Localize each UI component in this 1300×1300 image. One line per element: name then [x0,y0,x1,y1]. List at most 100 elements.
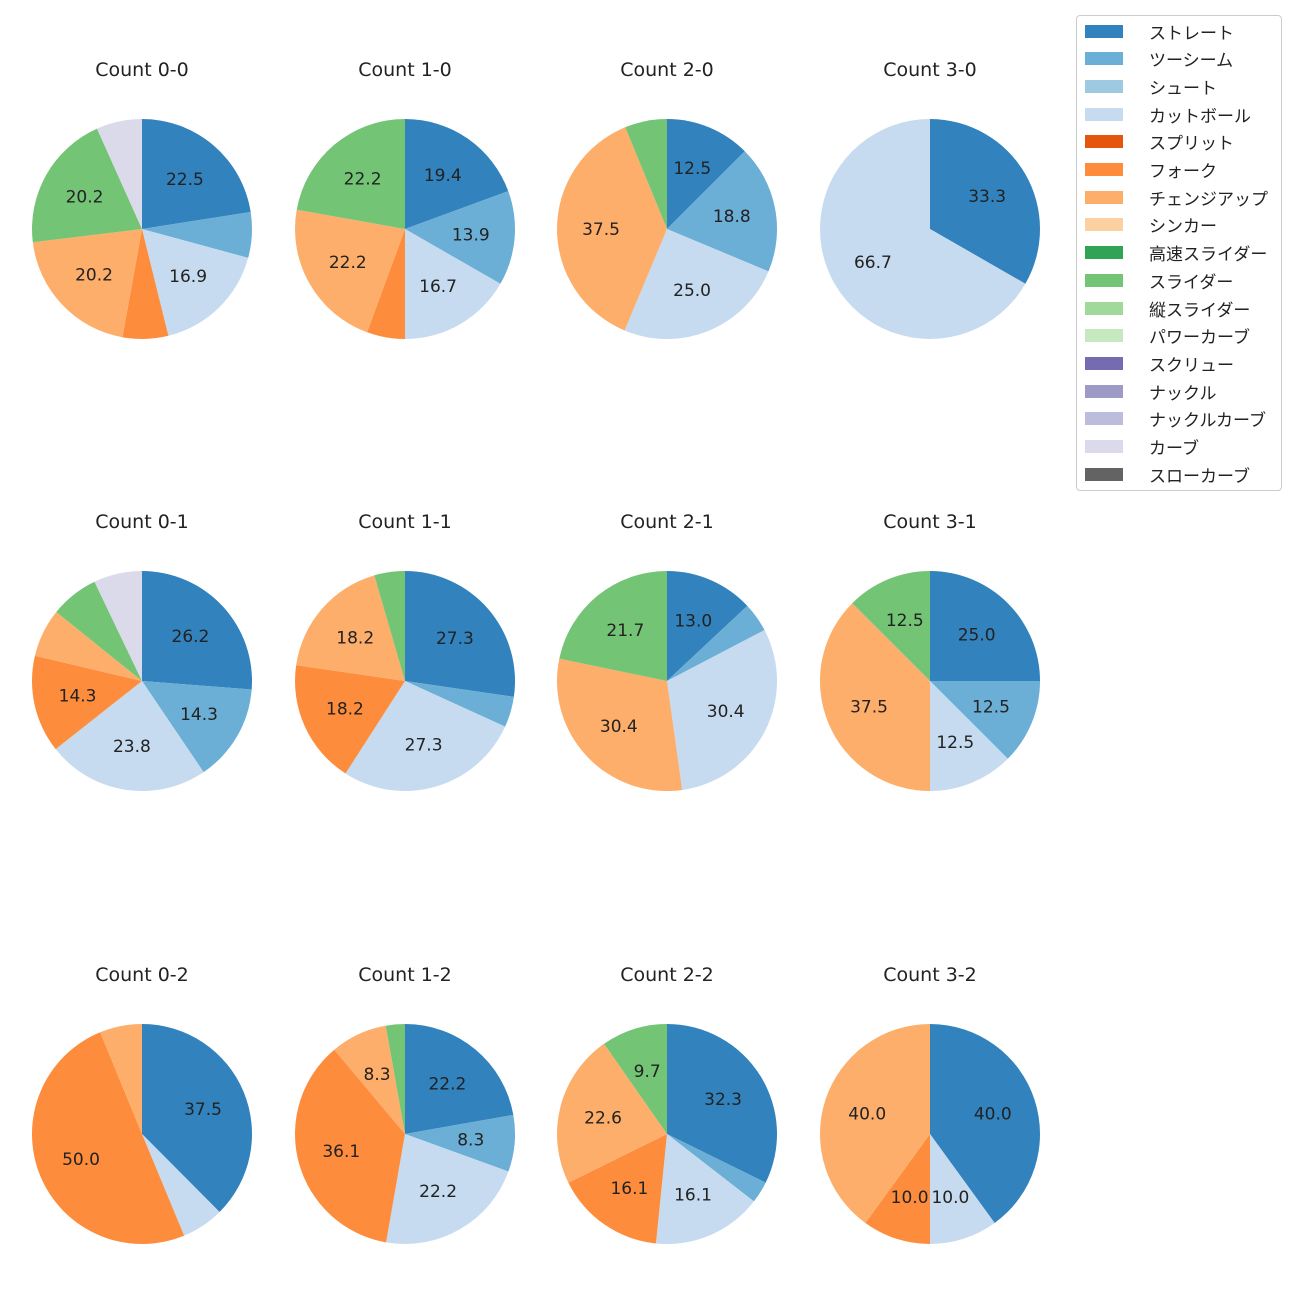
slice-label: 23.8 [113,737,151,757]
pie-slice [32,128,142,243]
legend-item: スプリット [1085,132,1234,155]
pie-slice [625,119,667,229]
pie-slice [142,1134,220,1236]
slice-label: 22.2 [329,253,367,273]
legend-label: ストレート [1149,23,1234,44]
pie-slice [930,681,1008,791]
legend-swatch [1085,163,1123,176]
pie-count-0-0: Count 0-0 22.5 16.9 20.2 20.2 [32,59,252,340]
pie-count-3-2: Count 3-2 40.0 10.010.0 40.0 [820,964,1040,1244]
pie-slice [386,1134,509,1245]
pie-slice [568,1134,667,1244]
legend-swatch [1085,107,1123,121]
pie-slice [405,1024,514,1134]
legend-label: スクリュー [1149,355,1234,376]
pie-count-2-0: Count 2-0 12.5 18.8 25.0 37.5 [557,59,777,339]
slice-label: 18.8 [713,207,751,227]
pie-title: Count 0-2 [95,964,189,986]
legend-label: シンカー [1149,217,1217,238]
slice-label: 25.0 [673,281,711,301]
legend-label: フォーク [1149,162,1217,182]
pie-slice [334,1025,405,1134]
pie-slice [367,229,405,339]
slice-label: 40.0 [848,1105,886,1125]
legend-item: 縦スライダー [1085,298,1250,321]
slice-label: 10.0 [891,1188,929,1208]
slice-label: 10.0 [931,1188,969,1208]
pie-slice [930,681,1040,759]
legend: ストレート ツーシーム シュート カットボール スプリット フォーク チェンジアップ シンカー… [1076,15,1282,491]
slice-label: 33.3 [968,187,1006,207]
slice-label: 22.5 [166,170,204,190]
pie-slice [820,119,1026,339]
legend-swatch [1085,24,1123,38]
pie-slice [142,681,252,773]
slice-label: 22.2 [428,1074,466,1094]
pie-title: Count 3-0 [883,59,977,81]
pie-slice [559,571,667,681]
pie-slice [142,1024,252,1212]
legend-label: カーブ [1149,439,1199,459]
legend-label: パワーカーブ [1149,328,1250,349]
legend-item: カットボール [1085,104,1251,127]
pie-slice [97,119,142,229]
pie-slice [32,655,142,750]
slice-label: 19.4 [424,166,462,186]
legend-label: ナックル [1149,383,1217,404]
pie-slice [295,209,405,333]
slice-label: 12.5 [972,697,1010,717]
legend-swatch [1085,440,1123,453]
pie-slice [604,1023,667,1134]
slice-label: 21.7 [606,621,644,641]
pie-slice [667,119,745,229]
legend-label: スプリット [1149,134,1234,155]
pie-count-0-1: Count 0-1 26.2 14.3 23.8 14.3 [32,511,252,791]
pie-title: Count 2-0 [620,59,714,81]
pie-count-0-2: Count 0-2 37.5 50.0 [31,964,252,1245]
pie-slice [142,119,251,229]
pie-slice [56,581,143,681]
legend-item: フォーク [1085,160,1217,182]
pie-slice [294,1049,405,1243]
legend-item: ナックル [1085,381,1217,404]
pie-slice [624,229,769,339]
legend-swatch [1085,467,1123,481]
legend-item: 高速スライダー [1085,243,1267,265]
slice-label: 12.5 [936,733,974,753]
slice-label: 22.2 [419,1182,457,1202]
slice-label: 18.2 [326,699,364,719]
pie-slice [405,119,509,229]
slice-label: 22.6 [584,1109,622,1129]
slice-label: 27.3 [405,735,443,755]
legend-label: シュート [1149,78,1217,99]
pie-title: Count 0-0 [95,59,189,81]
slice-label: 8.3 [457,1131,484,1151]
pie-slice [405,229,501,339]
legend-swatch [1085,246,1123,260]
slice-label: 14.3 [180,705,218,725]
pie-slice [852,571,930,681]
pie-slice [385,1024,405,1134]
slice-label: 27.3 [436,629,474,649]
pie-title: Count 2-2 [620,964,714,986]
pie-count-3-0: Count 3-0 33.3 66.7 [820,59,1040,339]
pie-slice [142,229,249,336]
legend-item: スライダー [1085,270,1233,293]
slice-label: 40.0 [974,1105,1012,1125]
legend-item: スローカーブ [1085,464,1250,487]
pie-title: Count 1-2 [358,964,452,986]
legend-item: ストレート [1085,21,1234,44]
legend-item: パワーカーブ [1085,326,1250,349]
pie-slice [34,612,142,681]
pie-slice [667,1134,766,1202]
legend-swatch [1085,384,1123,398]
slice-label: 37.5 [582,220,620,240]
slice-label: 16.1 [610,1179,648,1199]
pie-count-2-2: Count 2-2 32.3 16.1 16.1 22.6 9.7 [557,964,777,1244]
pie-count-1-2: Count 1-2 22.2 8.3 22.2 36.1 8.3 [294,964,515,1245]
pie-slice [667,571,748,681]
pie-slice [557,658,683,791]
legend-label: ナックルカーブ [1149,411,1266,432]
slice-label: 50.0 [62,1150,100,1170]
